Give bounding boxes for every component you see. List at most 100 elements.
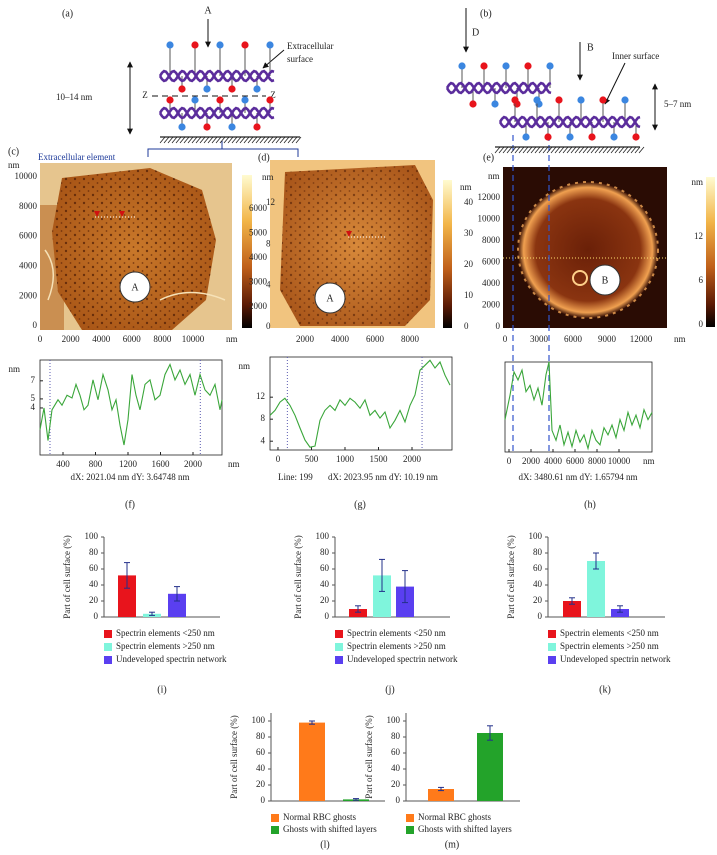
y-tick-label: 0 [396, 795, 401, 805]
substrate-hatch [558, 146, 565, 154]
legend-label: Ghosts with shifted layers [283, 824, 377, 834]
substrate-hatch [578, 146, 585, 154]
substrate-hatch [167, 136, 174, 144]
cursor [94, 211, 125, 217]
lipid-head [228, 123, 236, 131]
substrate-hatch [251, 136, 258, 144]
colorbar-tick-label: 0 [266, 321, 271, 331]
y-tick-label: 40 [256, 763, 266, 773]
bar [477, 733, 503, 801]
substrate-hatch [542, 146, 549, 154]
y-tick-label: 80 [256, 731, 266, 741]
x-tick-label: 6000 [566, 456, 585, 466]
lipid-head [266, 41, 274, 49]
substrate-hatch [506, 146, 513, 154]
colorbar [443, 180, 452, 328]
colorbar-unit: nm [262, 172, 274, 182]
x-tick-label: 9000 [598, 334, 617, 344]
substrate-hatch [602, 146, 609, 154]
caption: dX: 2023.95 nm dY: 10.19 nm [328, 472, 438, 482]
substrate-hatch [183, 136, 190, 144]
y-tick-label: 3000 [249, 277, 268, 287]
lipid-head [588, 133, 596, 141]
substrate-hatch [279, 136, 286, 144]
substrate-hatch [271, 136, 278, 144]
panel-label: (g) [354, 499, 366, 510]
substrate-hatch [618, 146, 625, 154]
legend-label: Spectrin elements >250 nm [347, 641, 446, 651]
x-tick-label: 0 [503, 334, 508, 344]
substrate-hatch [223, 136, 230, 144]
y-tick-label: 6000 [249, 203, 268, 213]
x-tick-label: 400 [56, 459, 70, 469]
annotation: Extracellular element [38, 152, 116, 162]
probe-label: D [472, 27, 479, 38]
lipid-head [621, 96, 629, 104]
y-tick-label: 7 [31, 375, 36, 385]
y-tick-label: 5 [31, 393, 36, 403]
substrate-hatch [211, 136, 218, 144]
x-tick-label: 800 [89, 459, 103, 469]
legend-swatch [406, 814, 414, 822]
y-tick-label: 40 [533, 579, 543, 589]
y-tick-label: 80 [391, 731, 401, 741]
substrate-hatch [191, 136, 198, 144]
y-axis-label: Part of cell surface (%) [364, 715, 374, 798]
lipid-head [241, 41, 249, 49]
surface-arrow [604, 62, 626, 105]
substrate-hatch [259, 136, 266, 144]
y-tick-label: 12000 [478, 192, 501, 202]
legend-swatch [335, 643, 343, 651]
y-unit: nm [488, 171, 500, 181]
x-axis-label: nm [228, 459, 240, 469]
substrate-hatch [227, 136, 234, 144]
colorbar-unit: nm [460, 182, 472, 192]
y-tick-label: 100 [316, 531, 330, 541]
lipid-head [546, 62, 554, 70]
substrate-hatch [203, 136, 210, 144]
profile-line [269, 359, 451, 448]
bar [587, 561, 605, 617]
substrate-hatch [219, 136, 226, 144]
x-tick-label: 6000 [123, 334, 142, 344]
lipid-head [458, 62, 466, 70]
note: Line: 199 [278, 472, 313, 482]
marker-label: A [326, 293, 334, 304]
legend-swatch [335, 656, 343, 664]
surface-label: surface [287, 54, 313, 64]
legend-label: Spectrin elements >250 nm [560, 641, 659, 651]
y-tick-label: 4000 [482, 278, 501, 288]
y-tick-label: 100 [387, 715, 401, 725]
panel-label: (e) [483, 152, 494, 163]
plane-label: Z [142, 90, 148, 100]
substrate-hatch [235, 136, 242, 144]
thickness-label: 10–14 nm [56, 92, 92, 102]
substrate-hatch [287, 136, 294, 144]
x-tick-label: 8000 [588, 456, 607, 466]
y-tick-label: 8000 [19, 201, 38, 211]
lipid-head [178, 123, 186, 131]
lipid-head [203, 85, 211, 93]
surface-arrow [262, 49, 285, 69]
y-tick-label: 0 [94, 611, 99, 621]
y-tick-label: 2000 [19, 290, 38, 300]
x-tick-label: 6000 [564, 334, 583, 344]
substrate-hatch [494, 146, 501, 154]
substrate-hatch [231, 136, 238, 144]
lipid-head [178, 85, 186, 93]
lipid-head [480, 62, 488, 70]
legend-swatch [548, 630, 556, 638]
legend-label: Undeveloped spectrin network [116, 654, 227, 664]
substrate-hatch [187, 136, 194, 144]
x-tick-label: 0 [276, 454, 281, 464]
colorbar [242, 175, 252, 328]
legend-swatch [406, 826, 414, 834]
spectrin-helix [498, 115, 641, 129]
x-tick-label: 8000 [401, 334, 420, 344]
legend-swatch [335, 630, 343, 638]
substrate-hatch [275, 136, 282, 144]
y-tick-label: 0 [496, 321, 501, 331]
substrate-hatch [550, 146, 557, 154]
surface-label: Extracellular [287, 41, 333, 51]
